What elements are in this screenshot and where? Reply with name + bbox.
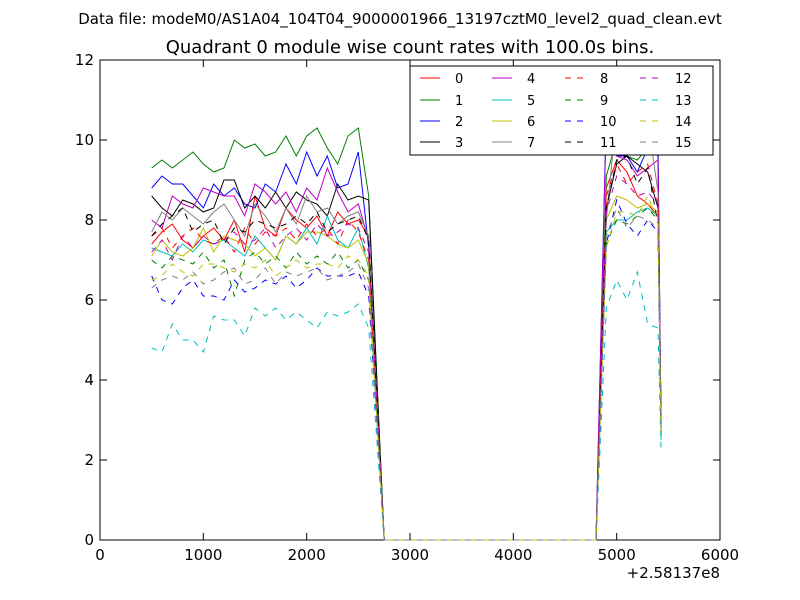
series-line-10 (151, 198, 662, 541)
legend-frame (409, 65, 714, 156)
y-tick-label: 6 (84, 291, 94, 309)
legend-label-14: 14 (675, 115, 692, 130)
series-line-12 (151, 175, 662, 541)
legend-label-13: 13 (675, 94, 692, 109)
x-tick-label: 3000 (391, 546, 429, 564)
y-tick-label: 8 (84, 211, 94, 229)
series-layer (151, 91, 662, 541)
series-line-8 (151, 162, 662, 541)
legend-label-10: 10 (600, 115, 617, 130)
legend-label-6: 6 (527, 115, 535, 130)
series-line-3 (151, 155, 662, 541)
legend-label-4: 4 (527, 72, 535, 87)
y-tick-label: 10 (75, 131, 94, 149)
x-tick-label: 2000 (288, 546, 326, 564)
series-line-0 (151, 159, 662, 541)
x-tick-label: 0 (95, 546, 105, 564)
series-line-5 (151, 207, 662, 541)
legend-label-1: 1 (455, 94, 463, 109)
y-tick-label: 12 (75, 51, 94, 69)
y-tick-label: 0 (84, 531, 94, 549)
legend-label-15: 15 (675, 136, 692, 151)
legend-label-12: 12 (675, 72, 692, 87)
legend-label-0: 0 (455, 72, 463, 87)
series-line-11 (151, 155, 662, 541)
x-tick-label: 1000 (184, 546, 222, 564)
legend-label-7: 7 (527, 136, 535, 151)
x-tick-label: 6000 (701, 546, 739, 564)
legend-label-8: 8 (600, 72, 608, 87)
x-offset-label: +2.58137e8 (627, 564, 720, 582)
series-line-14 (151, 194, 662, 541)
legend-label-11: 11 (600, 136, 617, 151)
y-tick-label: 2 (84, 451, 94, 469)
legend-label-5: 5 (527, 94, 535, 109)
series-line-13 (151, 270, 662, 541)
x-tick-label: 4000 (494, 546, 532, 564)
series-line-15 (151, 206, 662, 541)
chart-title: Quadrant 0 module wise count rates with … (166, 37, 655, 58)
series-line-9 (151, 207, 662, 541)
suptitle: Data file: modeM0/AS1A04_104T04_90000019… (78, 10, 722, 29)
legend-label-9: 9 (600, 94, 608, 109)
y-tick-label: 4 (84, 371, 94, 389)
x-tick-label: 5000 (598, 546, 636, 564)
legend-label-2: 2 (455, 115, 463, 130)
legend-label-3: 3 (455, 136, 463, 151)
